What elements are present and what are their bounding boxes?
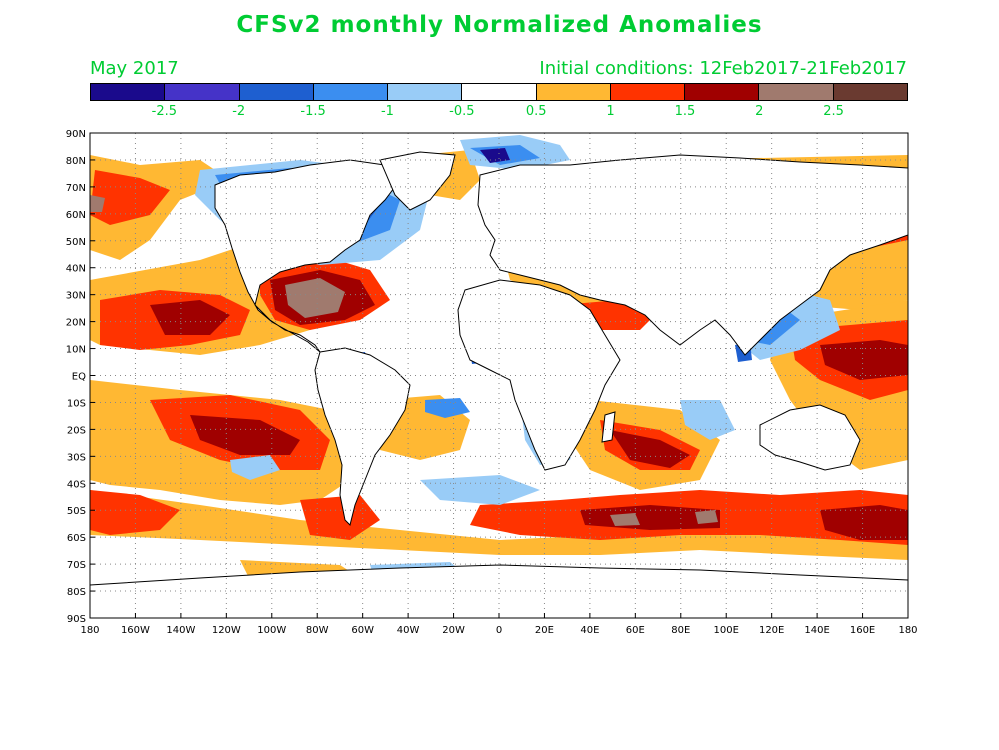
latitude-label: 10N xyxy=(66,345,86,356)
initial-conditions: Initial conditions: 12Feb2017-21Feb2017 xyxy=(539,58,907,79)
longitude-label: 120E xyxy=(759,625,784,636)
longitude-label: 20E xyxy=(535,625,554,636)
longitude-label: 180 xyxy=(898,625,917,636)
latitude-label: EQ xyxy=(72,372,86,383)
latitude-label: 90S xyxy=(67,614,86,625)
longitude-label: 80W xyxy=(306,625,329,636)
longitude-label: 160W xyxy=(121,625,150,636)
longitude-label: 140W xyxy=(166,625,195,636)
colorbar-label: -1 xyxy=(380,104,394,119)
longitude-label: 100E xyxy=(714,625,739,636)
colorbar-label: -2.5 xyxy=(151,104,178,119)
colorbar-label: 1.5 xyxy=(674,104,696,119)
latitude-label: 20S xyxy=(67,425,86,436)
latitude-label: 50S xyxy=(67,506,86,517)
colorbar-label: 2 xyxy=(755,104,764,119)
colorbar-swatch xyxy=(462,84,537,100)
longitude-label: 100W xyxy=(257,625,286,636)
colorbar-swatch xyxy=(833,84,907,100)
continent-outlines xyxy=(90,151,908,618)
map-grid xyxy=(90,133,908,618)
longitude-label: 60W xyxy=(351,625,374,636)
colorbar xyxy=(90,83,908,101)
latitude-label: 50N xyxy=(66,237,86,248)
colorbar-label: 1 xyxy=(606,104,615,119)
colorbar-swatch xyxy=(685,84,760,100)
latitude-label: 80S xyxy=(67,587,86,598)
colorbar-labels: -2.5 -2 -1.5 -1 -0.5 0.5 1 1.5 2 2.5 xyxy=(90,104,908,122)
colorbar-swatch xyxy=(165,84,240,100)
longitude-label: 180 xyxy=(80,625,99,636)
longitude-label: 160E xyxy=(850,625,875,636)
colorbar-swatch xyxy=(610,84,686,100)
latitude-label: 20N xyxy=(66,318,86,329)
latitude-axis: 90N 80N 70N 60N 50N 40N 30N 20N 10N EQ 10S 20S 30S 40… xyxy=(66,129,95,625)
latitude-label: 10S xyxy=(67,398,86,409)
colorbar-swatch xyxy=(239,84,314,100)
latitude-label: 30S xyxy=(67,452,86,463)
colorbar-label: 0.5 xyxy=(525,104,547,119)
colorbar-swatch xyxy=(388,84,463,100)
longitude-label: 140E xyxy=(804,625,829,636)
longitude-label: 120W xyxy=(212,625,241,636)
latitude-label: 90N xyxy=(66,129,86,140)
longitude-label: 20W xyxy=(442,625,465,636)
longitude-label: 40E xyxy=(580,625,599,636)
latitude-label: 60S xyxy=(67,533,86,544)
map-title: CFSv2 monthly Normalized Anomalies xyxy=(236,12,763,38)
longitude-label: 40W xyxy=(397,625,420,636)
colorbar-label: 2.5 xyxy=(823,104,844,119)
colorbar-label: -1.5 xyxy=(300,104,326,119)
latitude-label: 60N xyxy=(66,210,86,221)
colorbar-swatch xyxy=(759,84,834,100)
colorbar-swatch xyxy=(91,84,166,100)
colorbar-swatch xyxy=(313,84,389,100)
longitude-label: 60E xyxy=(626,625,645,636)
longitude-label: 0 xyxy=(496,625,502,636)
latitude-label: 70S xyxy=(67,560,86,571)
latitude-label: 40N xyxy=(66,264,86,275)
colorbar-label: -2 xyxy=(232,104,246,119)
colorbar-label: -0.5 xyxy=(449,104,475,119)
latitude-label: 80N xyxy=(66,156,86,167)
latitude-label: 70N xyxy=(66,183,86,194)
latitude-label: 40S xyxy=(67,479,86,490)
latitude-label: 30N xyxy=(66,291,86,302)
forecast-month: May 2017 xyxy=(90,58,179,79)
longitude-axis: 180 160W 140W 120W 100W 80W 60W 40W 20W 0 20E 40E 60… xyxy=(80,613,918,636)
longitude-label: 80E xyxy=(671,625,690,636)
colorbar-swatch xyxy=(536,84,611,100)
